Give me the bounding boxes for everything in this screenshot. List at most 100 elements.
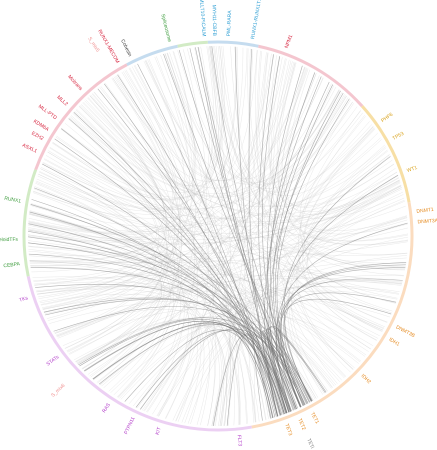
node-label-wt1: WT1 <box>406 165 418 174</box>
ribbon-232 <box>74 83 332 194</box>
ribbon-42 <box>211 68 308 426</box>
ribbon-198 <box>254 185 402 423</box>
node-label-spliceosome: Spliceosome <box>159 13 172 42</box>
ribbon-154 <box>64 82 175 349</box>
ribbon-305 <box>104 83 274 418</box>
node-label-myh11-cbfb: MYH11-CBFB <box>211 5 218 37</box>
ribbon-222 <box>249 48 409 242</box>
ribbon-308 <box>267 326 326 414</box>
node-label-teti: TETi <box>305 438 315 450</box>
ribbon-245 <box>37 175 223 427</box>
ribbon-294 <box>281 174 399 406</box>
ribbon-235 <box>35 181 189 417</box>
ribbon-328 <box>78 317 307 405</box>
ribbon-315 <box>83 320 282 416</box>
ribbon-172 <box>76 53 272 364</box>
ribbon-21 <box>269 58 347 377</box>
node-label-tet2: TET2 <box>296 418 307 432</box>
node-label-kit: KIT <box>155 427 163 436</box>
ribbon-312 <box>53 306 305 406</box>
ribbon-223 <box>42 146 386 219</box>
ribbon-323 <box>34 187 313 401</box>
ribbon-257 <box>99 319 332 389</box>
ribbon-142 <box>34 281 337 386</box>
ribbon-17 <box>223 126 374 426</box>
ribbon-326 <box>278 278 403 410</box>
ribbon-236 <box>262 52 383 332</box>
ribbon-70 <box>30 106 358 228</box>
connection-ribbons <box>27 45 409 427</box>
ribbon-211 <box>40 166 399 227</box>
ribbon-179 <box>34 186 314 401</box>
ribbon-99 <box>33 66 305 219</box>
ribbon-71 <box>99 50 258 182</box>
ribbon-285 <box>35 283 272 419</box>
ribbon-124 <box>29 213 317 399</box>
ribbon-253 <box>287 187 402 398</box>
ribbon-59 <box>48 46 225 201</box>
ribbon-175 <box>87 201 405 375</box>
ring-arc-8 <box>207 40 259 48</box>
node-label-ptpn11: PTPN11 <box>123 416 136 436</box>
node-label-mll2: MLL2 <box>55 95 69 108</box>
ribbon-252 <box>40 168 181 408</box>
ribbon-237 <box>307 172 398 323</box>
ribbon-173 <box>33 190 406 239</box>
node-label-asxl1: ASXL1 <box>21 142 38 154</box>
node-label-ras: RAS <box>101 402 112 414</box>
ribbon-9 <box>44 132 378 313</box>
ribbon-81 <box>30 139 382 266</box>
ribbon-284 <box>45 299 312 402</box>
node-label-myeloidtfs: MyeloidTFs <box>0 237 19 243</box>
ribbon-118 <box>32 276 215 426</box>
ring-arcs <box>22 40 414 432</box>
ribbon-160 <box>40 293 221 427</box>
ribbon-299 <box>92 322 296 410</box>
ribbon-55 <box>42 46 210 309</box>
ribbon-115 <box>272 59 371 350</box>
node-label-runx1-runx1t1: RUNX1-RUNX1T1 <box>250 0 263 40</box>
ribbon-273 <box>211 46 312 402</box>
ribbon-216 <box>291 199 405 392</box>
ribbon-224 <box>38 173 267 420</box>
ribbon-248 <box>93 128 375 380</box>
ribbon-54 <box>28 215 407 255</box>
ribbon-158 <box>219 45 404 219</box>
ribbon-0 <box>49 45 223 199</box>
ribbon-48 <box>42 93 168 309</box>
ribbon-37 <box>34 46 237 286</box>
ribbon-93 <box>28 124 373 240</box>
node-label-mllt10-picalm: MLLT10-PICALM <box>198 0 207 37</box>
ribbon-268 <box>226 334 277 426</box>
node-label-flt3: FLT3 <box>236 435 243 447</box>
ribbon-155 <box>194 47 380 337</box>
ribbon-170 <box>36 285 345 379</box>
ribbon-45 <box>68 118 169 365</box>
ribbon-240 <box>75 109 175 384</box>
ribbon-246 <box>36 285 316 400</box>
ribbon-34 <box>75 121 370 363</box>
ribbon-192 <box>306 175 399 331</box>
ring-arc-5 <box>34 63 128 171</box>
ribbon-133 <box>209 46 232 426</box>
node-label-npm1: NPM1 <box>284 34 294 49</box>
ring-arc-4 <box>22 169 38 277</box>
ribbon-24 <box>114 60 292 181</box>
ribbon-82 <box>156 175 399 417</box>
ribbon-287 <box>140 328 305 410</box>
ribbon-278 <box>30 204 306 405</box>
ribbon-29 <box>39 171 362 362</box>
ribbon-119 <box>33 188 403 234</box>
ring-arc-0 <box>258 44 364 108</box>
ribbon-247 <box>99 285 400 386</box>
ribbon-132 <box>30 205 374 346</box>
ribbon-52 <box>281 67 395 208</box>
ribbon-234 <box>43 159 402 284</box>
node-label-runx1-mecom: RUNX1-MECOM <box>96 29 120 65</box>
ribbon-53 <box>90 76 182 378</box>
ribbon-2 <box>29 241 408 263</box>
ribbon-204 <box>38 54 274 211</box>
node-label-dnmt3a: DNMT3A <box>417 218 437 225</box>
ribbon-262 <box>264 81 330 417</box>
ribbon-250 <box>100 86 392 314</box>
